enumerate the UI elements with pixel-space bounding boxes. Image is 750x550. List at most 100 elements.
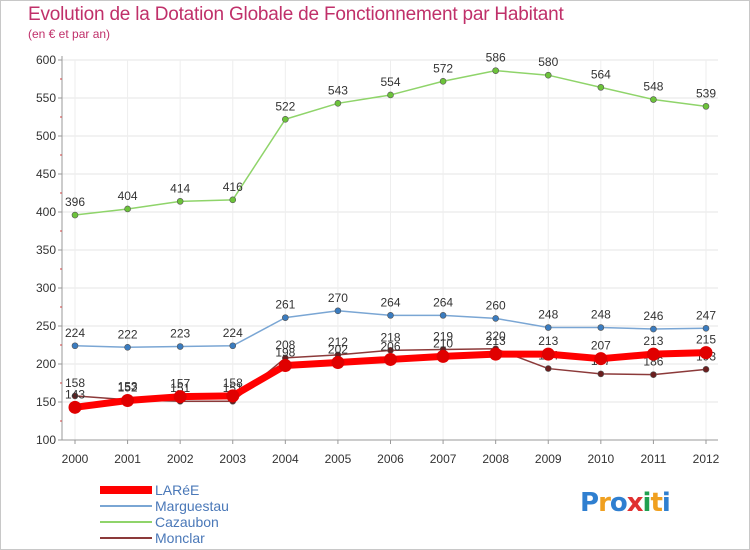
point-monclar-2010	[597, 370, 605, 378]
point-lare-2003	[226, 389, 240, 403]
data-label-monclar-2006: 218	[380, 330, 400, 344]
legend-label-lare: LARéE	[155, 482, 200, 498]
point-lare-2001	[121, 393, 135, 407]
point-cazaubon-2000	[71, 211, 79, 219]
data-label-cazaubon-2004: 522	[275, 99, 295, 113]
data-label-cazaubon-2012: 539	[696, 86, 716, 100]
point-marguestau-2000	[71, 342, 79, 350]
point-monclar-2009	[544, 365, 552, 372]
data-label-monclar-2008: 220	[486, 329, 506, 343]
x-tick-label-2006: 2006	[377, 452, 404, 466]
x-tick-label-2000: 2000	[62, 452, 89, 466]
point-cazaubon-2006	[387, 91, 394, 99]
legend-item-cazaubon: Cazaubon	[100, 514, 360, 530]
point-cazaubon-2003	[229, 196, 237, 204]
data-label-marguestau-2008: 260	[486, 298, 506, 312]
data-label-monclar-2001: 153	[118, 380, 138, 394]
point-marguestau-2011	[650, 325, 657, 333]
data-label-lare-2004: 198	[275, 346, 295, 360]
logo-letter: t	[650, 488, 662, 518]
data-label-lare-2001: 152	[118, 380, 138, 394]
data-label-lare-2000: 143	[65, 387, 85, 401]
point-lare-2012	[699, 346, 713, 360]
y-tick-label-400: 400	[36, 205, 56, 219]
data-label-lare-2009: 213	[538, 334, 558, 348]
y-tick-label-200: 200	[36, 357, 56, 371]
data-label-cazaubon-2008: 586	[486, 51, 506, 65]
legend-swatch-marguestau	[100, 505, 152, 507]
point-marguestau-2005	[334, 307, 342, 315]
y-tick-label-600: 600	[36, 53, 56, 67]
point-monclar-2011	[650, 371, 657, 378]
data-label-lare-2006: 206	[380, 339, 400, 353]
point-marguestau-2009	[544, 324, 552, 331]
point-lare-2007	[436, 349, 450, 363]
point-marguestau-2006	[387, 312, 394, 319]
point-cazaubon-2008	[492, 67, 499, 74]
x-tick-label-2011: 2011	[641, 452, 667, 466]
data-label-cazaubon-2011: 548	[643, 80, 663, 94]
data-label-cazaubon-2003: 416	[223, 180, 243, 194]
x-tick-label-2007: 2007	[430, 452, 457, 466]
logo-letter: r	[598, 488, 611, 518]
y-tick-label-450: 450	[36, 167, 56, 181]
y-tick-label-250: 250	[36, 319, 56, 333]
point-marguestau-2010	[597, 324, 605, 331]
data-label-marguestau-2003: 224	[223, 326, 243, 340]
point-monclar-2012	[702, 366, 710, 373]
logo-letter: P	[580, 488, 599, 518]
point-cazaubon-2002	[176, 198, 184, 205]
data-label-marguestau-2002: 223	[170, 327, 190, 341]
legend-label-marguestau: Marguestau	[155, 498, 229, 514]
data-label-cazaubon-2010: 564	[591, 67, 611, 81]
data-label-lare-2005: 202	[328, 342, 348, 356]
point-cazaubon-2011	[650, 96, 657, 103]
data-label-monclar-2004: 208	[275, 338, 295, 352]
data-label-marguestau-2006: 264	[380, 295, 400, 309]
data-label-marguestau-2001: 222	[118, 327, 138, 341]
logo-letter: i	[661, 488, 671, 518]
legend-swatch-lare	[100, 486, 152, 494]
data-label-cazaubon-2006: 554	[380, 75, 400, 89]
data-label-marguestau-2009: 248	[538, 308, 558, 322]
y-tick-label-350: 350	[36, 243, 56, 257]
data-label-cazaubon-2001: 404	[118, 189, 138, 203]
chart-subtitle: (en € et par an)	[28, 27, 111, 41]
data-label-marguestau-2007: 264	[433, 295, 453, 309]
data-label-lare-2010: 207	[591, 339, 611, 353]
point-lare-2006	[384, 352, 397, 366]
data-label-monclar-2000: 158	[65, 376, 85, 390]
data-label-lare-2007: 210	[433, 336, 453, 350]
x-tick-label-2008: 2008	[482, 452, 509, 466]
data-label-lare-2012: 215	[696, 333, 716, 347]
x-tick-label-2010: 2010	[587, 452, 614, 466]
data-label-marguestau-2011: 246	[643, 309, 663, 323]
data-label-cazaubon-2002: 414	[170, 181, 190, 195]
point-lare-2010	[594, 352, 608, 366]
data-label-monclar-2002: 151	[170, 381, 190, 395]
logo-letter: o	[609, 488, 628, 518]
x-tick-label-2003: 2003	[219, 452, 246, 466]
data-label-marguestau-2000: 224	[65, 326, 85, 340]
data-label-cazaubon-2009: 580	[538, 55, 558, 69]
data-label-marguestau-2010: 248	[591, 308, 611, 322]
legend-swatch-monclar	[100, 537, 152, 539]
legend-item-marguestau: Marguestau	[100, 498, 360, 514]
y-tick-label-550: 550	[36, 91, 56, 105]
point-lare-2005	[331, 355, 345, 369]
point-marguestau-2001	[124, 343, 131, 351]
point-lare-2004	[278, 359, 292, 373]
data-label-monclar-2007: 219	[433, 330, 453, 344]
x-tick-label-2012: 2012	[693, 452, 720, 466]
point-cazaubon-2007	[439, 77, 447, 85]
chart-title: Evolution de la Dotation Globale de Fonc…	[28, 4, 564, 25]
data-label-marguestau-2004: 261	[275, 298, 295, 312]
legend-label-monclar: Monclar	[155, 530, 205, 546]
point-cazaubon-2004	[282, 115, 289, 123]
y-tick-label-150: 150	[36, 395, 56, 409]
data-label-lare-2008: 213	[486, 334, 506, 348]
x-tick-label-2009: 2009	[535, 452, 562, 466]
point-marguestau-2003	[229, 342, 237, 350]
